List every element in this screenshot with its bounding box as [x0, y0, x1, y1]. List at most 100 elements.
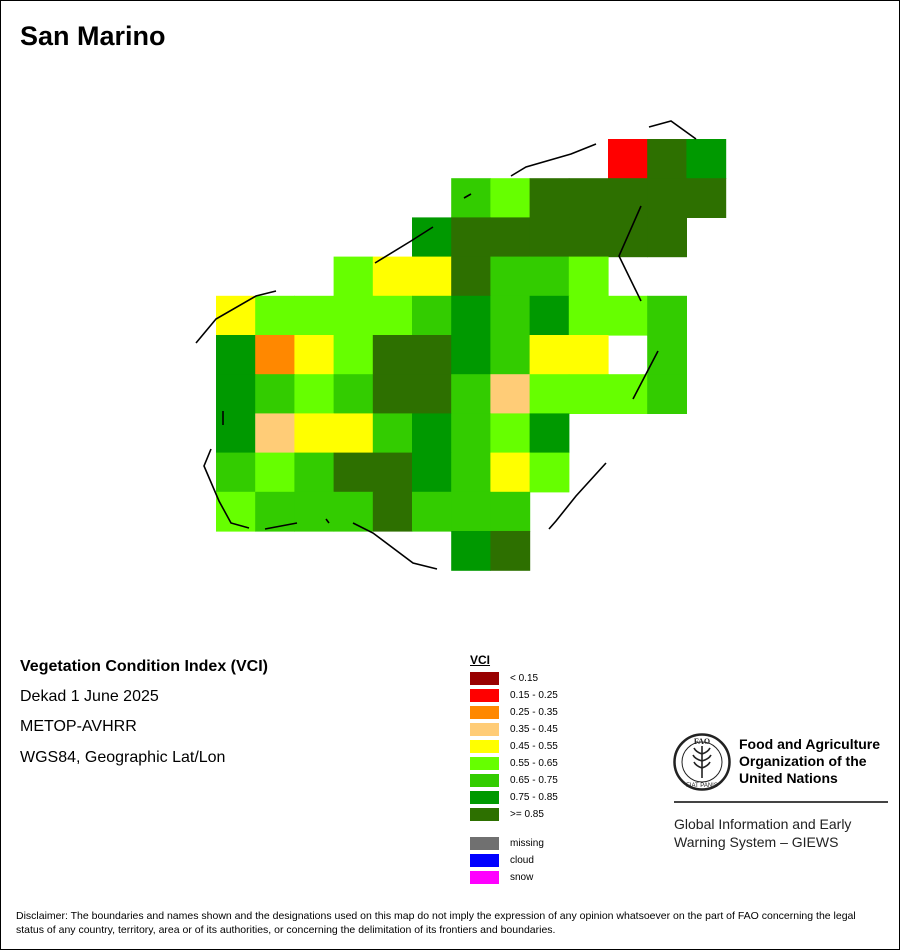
vci-cell — [412, 452, 452, 493]
vci-cell — [451, 452, 491, 493]
border-segment — [352, 522, 438, 570]
sensor-label: METOP-AVHRR — [20, 718, 137, 735]
vci-cell — [372, 452, 413, 493]
legend-label: 0.75 - 0.85 — [510, 792, 558, 803]
legend-swatch — [470, 706, 499, 719]
organization-divider — [674, 801, 888, 803]
vci-cell — [568, 217, 609, 258]
legend-item: < 0.15 — [470, 672, 538, 685]
vci-cell — [451, 217, 491, 258]
border-segment — [548, 462, 607, 530]
vci-cell — [647, 139, 687, 179]
legend-swatch — [470, 723, 499, 736]
country-border — [195, 120, 697, 570]
vci-cell — [372, 374, 413, 414]
vci-cell — [529, 295, 570, 336]
border-segment — [463, 193, 472, 199]
vci-cell — [412, 295, 452, 336]
vci-cell — [412, 217, 452, 258]
vci-cell — [647, 374, 687, 414]
period-label: Dekad 1 June 2025 — [20, 688, 159, 705]
vci-cell — [451, 335, 491, 375]
legend-title: VCI — [470, 653, 491, 667]
legend-item: 0.45 - 0.55 — [470, 740, 558, 753]
legend-swatch — [470, 808, 499, 821]
border-segment — [510, 143, 597, 177]
vci-cell — [451, 295, 491, 336]
legend-label: 0.35 - 0.45 — [510, 724, 558, 735]
vci-cell — [451, 256, 491, 297]
disclaimer: Disclaimer: The boundaries and names sho… — [16, 910, 856, 936]
legend-swatch — [470, 871, 499, 884]
vci-cell — [490, 374, 531, 414]
vci-cell — [686, 139, 727, 179]
legend-swatch — [470, 774, 499, 787]
vci-cell — [412, 491, 452, 532]
legend-item: >= 0.85 — [470, 808, 544, 821]
vci-cell — [372, 413, 413, 454]
legend-swatch — [470, 837, 499, 850]
vci-cell — [529, 374, 570, 414]
legend-swatch — [470, 740, 499, 753]
vci-cell — [333, 374, 374, 414]
vci-cell — [216, 452, 256, 493]
vci-cell — [608, 295, 648, 336]
vci-cell — [451, 491, 491, 532]
vci-cell — [568, 256, 609, 297]
border-segment — [632, 350, 659, 400]
vci-cell — [333, 256, 374, 297]
vci-cell — [490, 531, 531, 571]
vci-cell — [255, 374, 295, 414]
border-segment — [264, 522, 298, 530]
legend-item: 0.25 - 0.35 — [470, 706, 558, 719]
vci-cell — [490, 413, 531, 454]
vci-cell — [294, 491, 335, 532]
legend-item: snow — [470, 871, 533, 884]
vci-cell — [294, 335, 335, 375]
legend-label: 0.15 - 0.25 — [510, 690, 558, 701]
vci-cell — [568, 374, 609, 414]
vci-cell — [451, 374, 491, 414]
vci-cell — [529, 178, 570, 218]
vci-cell — [412, 256, 452, 297]
vci-cell — [568, 295, 609, 336]
vci-cell — [372, 335, 413, 375]
vci-cell — [255, 413, 295, 454]
vci-cell — [333, 491, 374, 532]
vci-cell — [216, 413, 256, 454]
legend-label: >= 0.85 — [510, 809, 544, 820]
legend-item: 0.55 - 0.65 — [470, 757, 558, 770]
vci-cell — [255, 491, 295, 532]
vci-cell — [333, 295, 374, 336]
vci-cell — [451, 178, 491, 218]
legend-item: 0.65 - 0.75 — [470, 774, 558, 787]
vci-cell — [372, 295, 413, 336]
vci-cell — [255, 335, 295, 375]
vci-cell — [529, 256, 570, 297]
vci-cell — [529, 217, 570, 258]
vci-cell — [255, 295, 295, 336]
vci-cell — [490, 256, 531, 297]
vci-cell — [255, 452, 295, 493]
border-segment — [203, 448, 250, 529]
vci-cell — [451, 413, 491, 454]
border-segment — [618, 205, 642, 302]
legend-swatch — [470, 757, 499, 770]
legend-label: snow — [510, 872, 534, 883]
vci-cell — [529, 413, 570, 454]
vci-cell — [647, 178, 687, 218]
legend-label: 0.65 - 0.75 — [510, 775, 558, 786]
vci-cell — [294, 413, 335, 454]
vci-cell — [412, 335, 452, 375]
svg-text:FIAT PANIS: FIAT PANIS — [686, 783, 718, 789]
organization-name: Food and Agriculture Organization of the… — [739, 736, 881, 786]
giews-name: Global Information and Early Warning Sys… — [674, 816, 852, 850]
vci-cell — [608, 139, 648, 179]
vci-cell — [490, 491, 531, 532]
vci-cell — [333, 335, 374, 375]
legend-label: 0.55 - 0.65 — [510, 758, 558, 769]
border-segment — [195, 290, 277, 344]
vci-cell — [490, 452, 531, 493]
vci-cell — [608, 178, 648, 218]
